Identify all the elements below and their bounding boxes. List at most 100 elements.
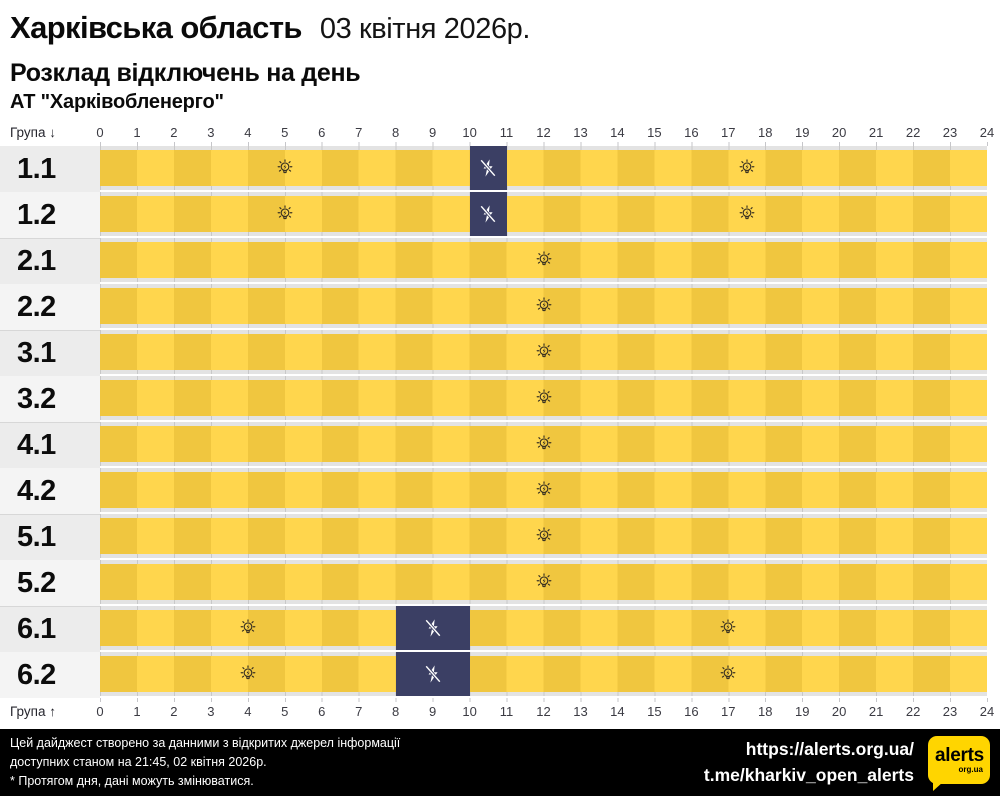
power-off-segment (395, 652, 470, 696)
region-title: Харківська область (10, 10, 302, 45)
group-label: 5.1 (0, 514, 100, 560)
alerts-logo: alerts org.ua (928, 735, 990, 791)
hour-label: 21 (868, 125, 884, 140)
timeline-axis-top: Група ↓ 0 1 2 3 4 5 6 7 8 9 10 11 12 13 14 15 16 17 18 19 20… (0, 123, 1000, 146)
group-label: 4.1 (0, 422, 100, 468)
hour-label: 2 (170, 704, 178, 719)
lightbulb-icon (720, 619, 736, 634)
hour-label: 22 (905, 125, 921, 140)
axis-ticks-top (100, 142, 988, 146)
power-on-bar (100, 196, 987, 232)
hour-label: 14 (610, 704, 625, 719)
title-line: Харківська область 03 квітня 2026р. (10, 10, 988, 46)
group-label: 3.1 (0, 330, 100, 376)
hour-label: 19 (794, 125, 810, 140)
timeline-track (100, 422, 987, 466)
hour-label: 6 (318, 704, 326, 719)
axis-ticks-bottom (100, 698, 988, 702)
hour-label: 1 (133, 125, 141, 140)
group-label: 2.2 (0, 284, 100, 330)
company-name: АТ "Харківобленерго" (10, 91, 224, 113)
hour-label: 9 (429, 704, 437, 719)
power-on-bar (100, 610, 987, 646)
group-label: 6.2 (0, 652, 100, 698)
group-label: 5.2 (0, 560, 100, 606)
schedule-row: 6.2 (0, 652, 1000, 698)
power-on-marker (238, 664, 258, 684)
timeline-track (100, 468, 987, 512)
power-on-marker (718, 664, 738, 684)
hour-label: 24 (979, 704, 995, 719)
hour-label: 10 (462, 704, 477, 719)
hour-label: 17 (721, 704, 736, 719)
power-on-marker (534, 526, 554, 546)
power-on-marker (275, 204, 295, 224)
lightbulb-icon (240, 665, 256, 680)
alerts-logo-tail (933, 781, 943, 791)
site-link[interactable]: https://alerts.org.ua/ (745, 739, 914, 760)
power-on-marker (238, 618, 258, 638)
alerts-logo-text: alerts (935, 744, 984, 766)
power-on-marker (737, 204, 757, 224)
schedule-row: 6.1 (0, 606, 1000, 652)
group-label: 3.2 (0, 376, 100, 422)
timeline-track (100, 606, 987, 650)
hour-label: 11 (499, 704, 514, 719)
power-on-marker (534, 296, 554, 316)
timeline-axis-bottom: Група ↑ 0 1 2 3 4 5 6 7 8 9 10 11 12 13 14 15 16 17 18 19 20… (0, 698, 1000, 722)
hour-label: 12 (536, 125, 551, 140)
lightbulb-icon (536, 251, 551, 266)
hour-label: 3 (207, 125, 215, 140)
power-on-marker (737, 158, 757, 178)
hour-label: 17 (721, 125, 736, 140)
power-off-segment (395, 606, 470, 650)
footer-notes: Цей дайджест створено за данними з відкр… (10, 734, 690, 790)
hour-label: 4 (244, 704, 252, 719)
schedule-row: 1.1 (0, 146, 1000, 192)
hour-label: 10 (462, 125, 477, 140)
power-on-marker (534, 480, 554, 500)
hour-label: 16 (684, 704, 699, 719)
hour-label: 13 (573, 125, 588, 140)
power-on-marker (534, 342, 554, 362)
hour-label: 6 (318, 125, 326, 140)
hour-label: 8 (392, 125, 400, 140)
hour-label: 14 (610, 125, 625, 140)
hour-label: 8 (392, 704, 400, 719)
footer-note-line: * Протягом дня, дані можуть змінюватися. (10, 773, 254, 788)
lightbulb-icon (536, 435, 551, 450)
footer: Цей дайджест створено за данними з відкр… (0, 729, 1000, 796)
schedule-row: 2.2 (0, 284, 1000, 330)
lightbulb-icon (536, 297, 551, 312)
lightbulb-icon (536, 343, 551, 358)
hour-label: 18 (758, 704, 773, 719)
lightbulb-icon (277, 159, 293, 174)
crossed-lightning-icon (480, 159, 496, 177)
hour-label: 20 (831, 125, 847, 140)
timeline-track (100, 284, 987, 328)
hour-label: 22 (905, 704, 921, 719)
telegram-link[interactable]: t.me/kharkiv_open_alerts (703, 764, 914, 785)
hour-label: 0 (96, 125, 104, 140)
hour-label: 24 (979, 125, 995, 140)
schedule-rows: 1.1 1.2 2.1 2.2 3.1 3.2 4.1 4.2 5.1 5.2 6.1 6.2 (0, 146, 1000, 698)
hour-label: 15 (647, 704, 662, 719)
power-on-marker (534, 434, 554, 454)
hour-label: 5 (281, 125, 289, 140)
timeline-track (100, 192, 987, 236)
schedule-row: 5.2 (0, 560, 1000, 606)
lightbulb-icon (720, 665, 736, 680)
hour-label: 1 (133, 704, 141, 719)
group-label: 1.2 (0, 192, 100, 238)
power-off-segment (469, 146, 507, 190)
crossed-lightning-icon (424, 619, 441, 637)
hour-label: 20 (831, 704, 847, 719)
hour-label: 21 (868, 704, 884, 719)
timeline-track (100, 238, 987, 282)
alerts-logo-bubble: alerts org.ua (928, 735, 990, 784)
schedule-row: 2.1 (0, 238, 1000, 284)
lightbulb-icon (277, 205, 293, 220)
power-on-marker (534, 388, 554, 408)
lightbulb-icon (240, 619, 256, 634)
